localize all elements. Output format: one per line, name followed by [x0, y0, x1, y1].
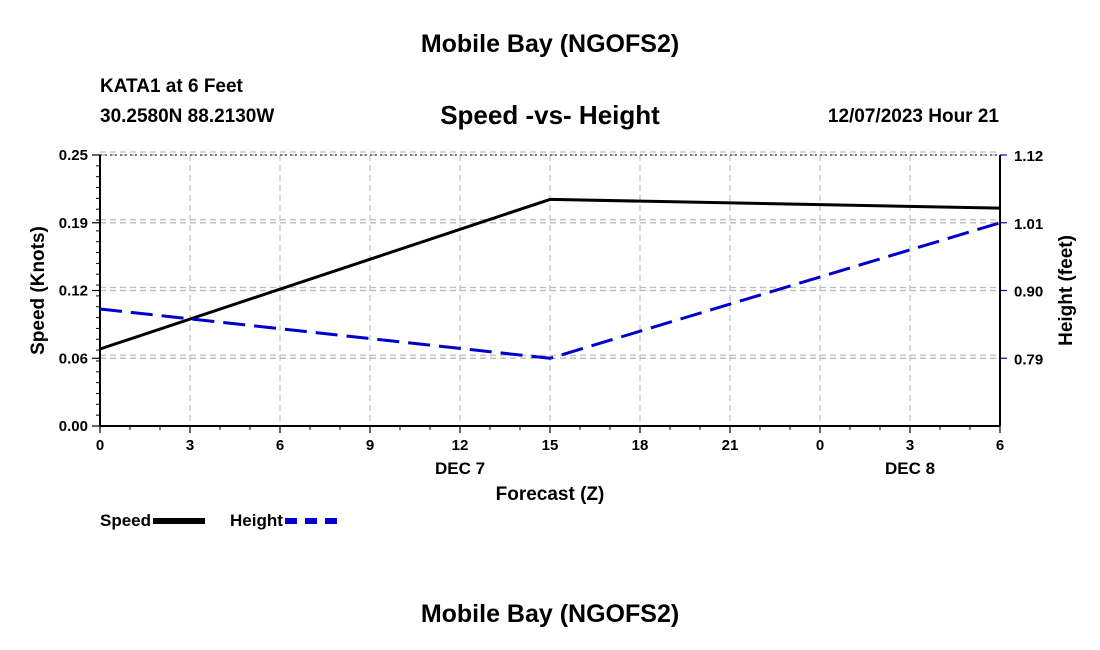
legend-height-label: Height: [230, 510, 283, 530]
x-date-label: DEC 7: [435, 459, 485, 478]
x-tick-label: 0: [96, 437, 104, 454]
y-right-tick-label: 1.01: [1014, 216, 1043, 233]
x-tick-label: 3: [186, 437, 194, 454]
legend-speed-swatch: [153, 517, 206, 524]
chart-title: Speed -vs- Height: [440, 100, 660, 130]
legend-speed: Speed: [100, 510, 206, 531]
x-tick-label: 15: [542, 437, 559, 454]
y-right-tick-label: 0.90: [1014, 284, 1043, 301]
legend-speed-label: Speed: [100, 510, 152, 530]
y-left-tick-label: 0.19: [59, 215, 88, 232]
station-label: KATA1 at 6 Feet: [100, 76, 243, 97]
legend-height: Height: [230, 510, 337, 531]
y-right-axis-title: Height (feet): [1056, 235, 1077, 346]
x-tick-label: 6: [276, 437, 284, 454]
y-left-tick-label: 0.25: [59, 147, 88, 164]
x-tick-label: 12: [452, 437, 469, 454]
y-left-tick-label: 0.00: [59, 418, 88, 435]
series-line-speed: [99, 197, 1001, 351]
series-line-height: [99, 221, 1001, 360]
footer-title: Mobile Bay (NGOFS2): [420, 600, 680, 628]
x-tick-label: 18: [632, 437, 649, 454]
x-tick-label: 9: [366, 437, 374, 454]
y-right-tick-label: 1.12: [1014, 148, 1043, 165]
y-right-tick-label: 0.79: [1014, 351, 1043, 368]
station-coordinates: 30.2580N 88.2130W: [100, 106, 275, 127]
forecast-datetime: 12/07/2023 Hour 21: [827, 106, 999, 127]
page-title: Mobile Bay (NGOFS2): [420, 30, 680, 58]
x-tick-label: 21: [722, 437, 739, 454]
legend-height-swatch: [284, 517, 337, 524]
y-left-tick-label: 0.12: [59, 283, 88, 300]
y-left-tick-label: 0.06: [59, 350, 88, 367]
y-left-axis-title: Speed (Knots): [28, 226, 49, 355]
x-date-label: DEC 8: [885, 459, 935, 478]
x-tick-label: 3: [906, 437, 914, 454]
x-axis-title: Forecast (Z): [496, 484, 605, 505]
x-tick-label: 0: [816, 437, 824, 454]
x-tick-label: 6: [996, 437, 1004, 454]
